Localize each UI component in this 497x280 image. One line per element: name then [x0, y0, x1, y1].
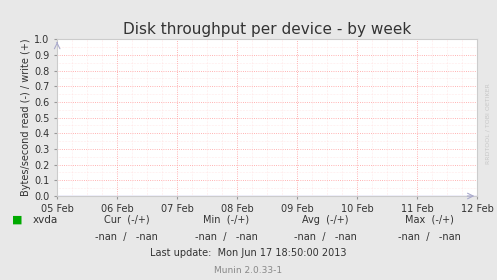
Text: -nan  /   -nan: -nan / -nan [294, 232, 357, 242]
Text: -nan  /   -nan: -nan / -nan [399, 232, 461, 242]
Text: Avg  (-/+): Avg (-/+) [302, 215, 349, 225]
Text: -nan  /   -nan: -nan / -nan [195, 232, 257, 242]
Text: ■: ■ [12, 215, 23, 225]
Y-axis label: Bytes/second read (-) / write (+): Bytes/second read (-) / write (+) [21, 39, 31, 196]
Text: xvda: xvda [32, 215, 58, 225]
Text: Last update:  Mon Jun 17 18:50:00 2013: Last update: Mon Jun 17 18:50:00 2013 [150, 248, 347, 258]
Text: Cur  (-/+): Cur (-/+) [104, 215, 150, 225]
Text: -nan  /   -nan: -nan / -nan [95, 232, 158, 242]
Text: Munin 2.0.33-1: Munin 2.0.33-1 [214, 266, 283, 275]
Text: Min  (-/+): Min (-/+) [203, 215, 249, 225]
Text: RRDTOOL / TOBI OETIKER: RRDTOOL / TOBI OETIKER [486, 83, 491, 164]
Title: Disk throughput per device - by week: Disk throughput per device - by week [123, 22, 411, 37]
Text: Max  (-/+): Max (-/+) [406, 215, 454, 225]
